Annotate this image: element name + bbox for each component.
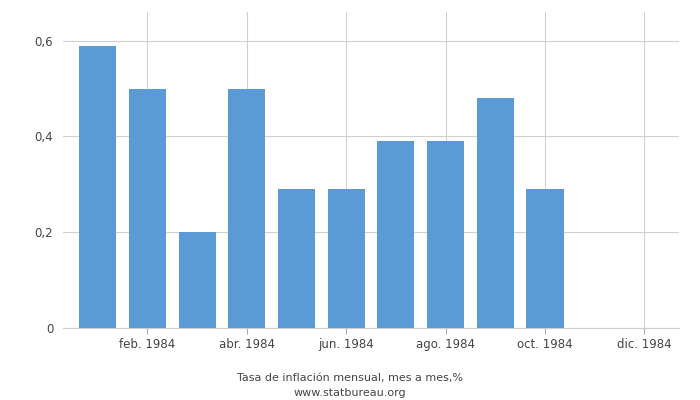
Bar — [178, 232, 216, 328]
Bar — [79, 46, 116, 328]
Bar — [427, 141, 464, 328]
Bar — [228, 89, 265, 328]
Bar — [377, 141, 414, 328]
Bar — [278, 189, 315, 328]
Bar — [477, 98, 514, 328]
Bar — [328, 189, 365, 328]
Bar — [129, 89, 166, 328]
Text: www.statbureau.org: www.statbureau.org — [294, 388, 406, 398]
Bar — [526, 189, 564, 328]
Text: Tasa de inflación mensual, mes a mes,%: Tasa de inflación mensual, mes a mes,% — [237, 373, 463, 383]
